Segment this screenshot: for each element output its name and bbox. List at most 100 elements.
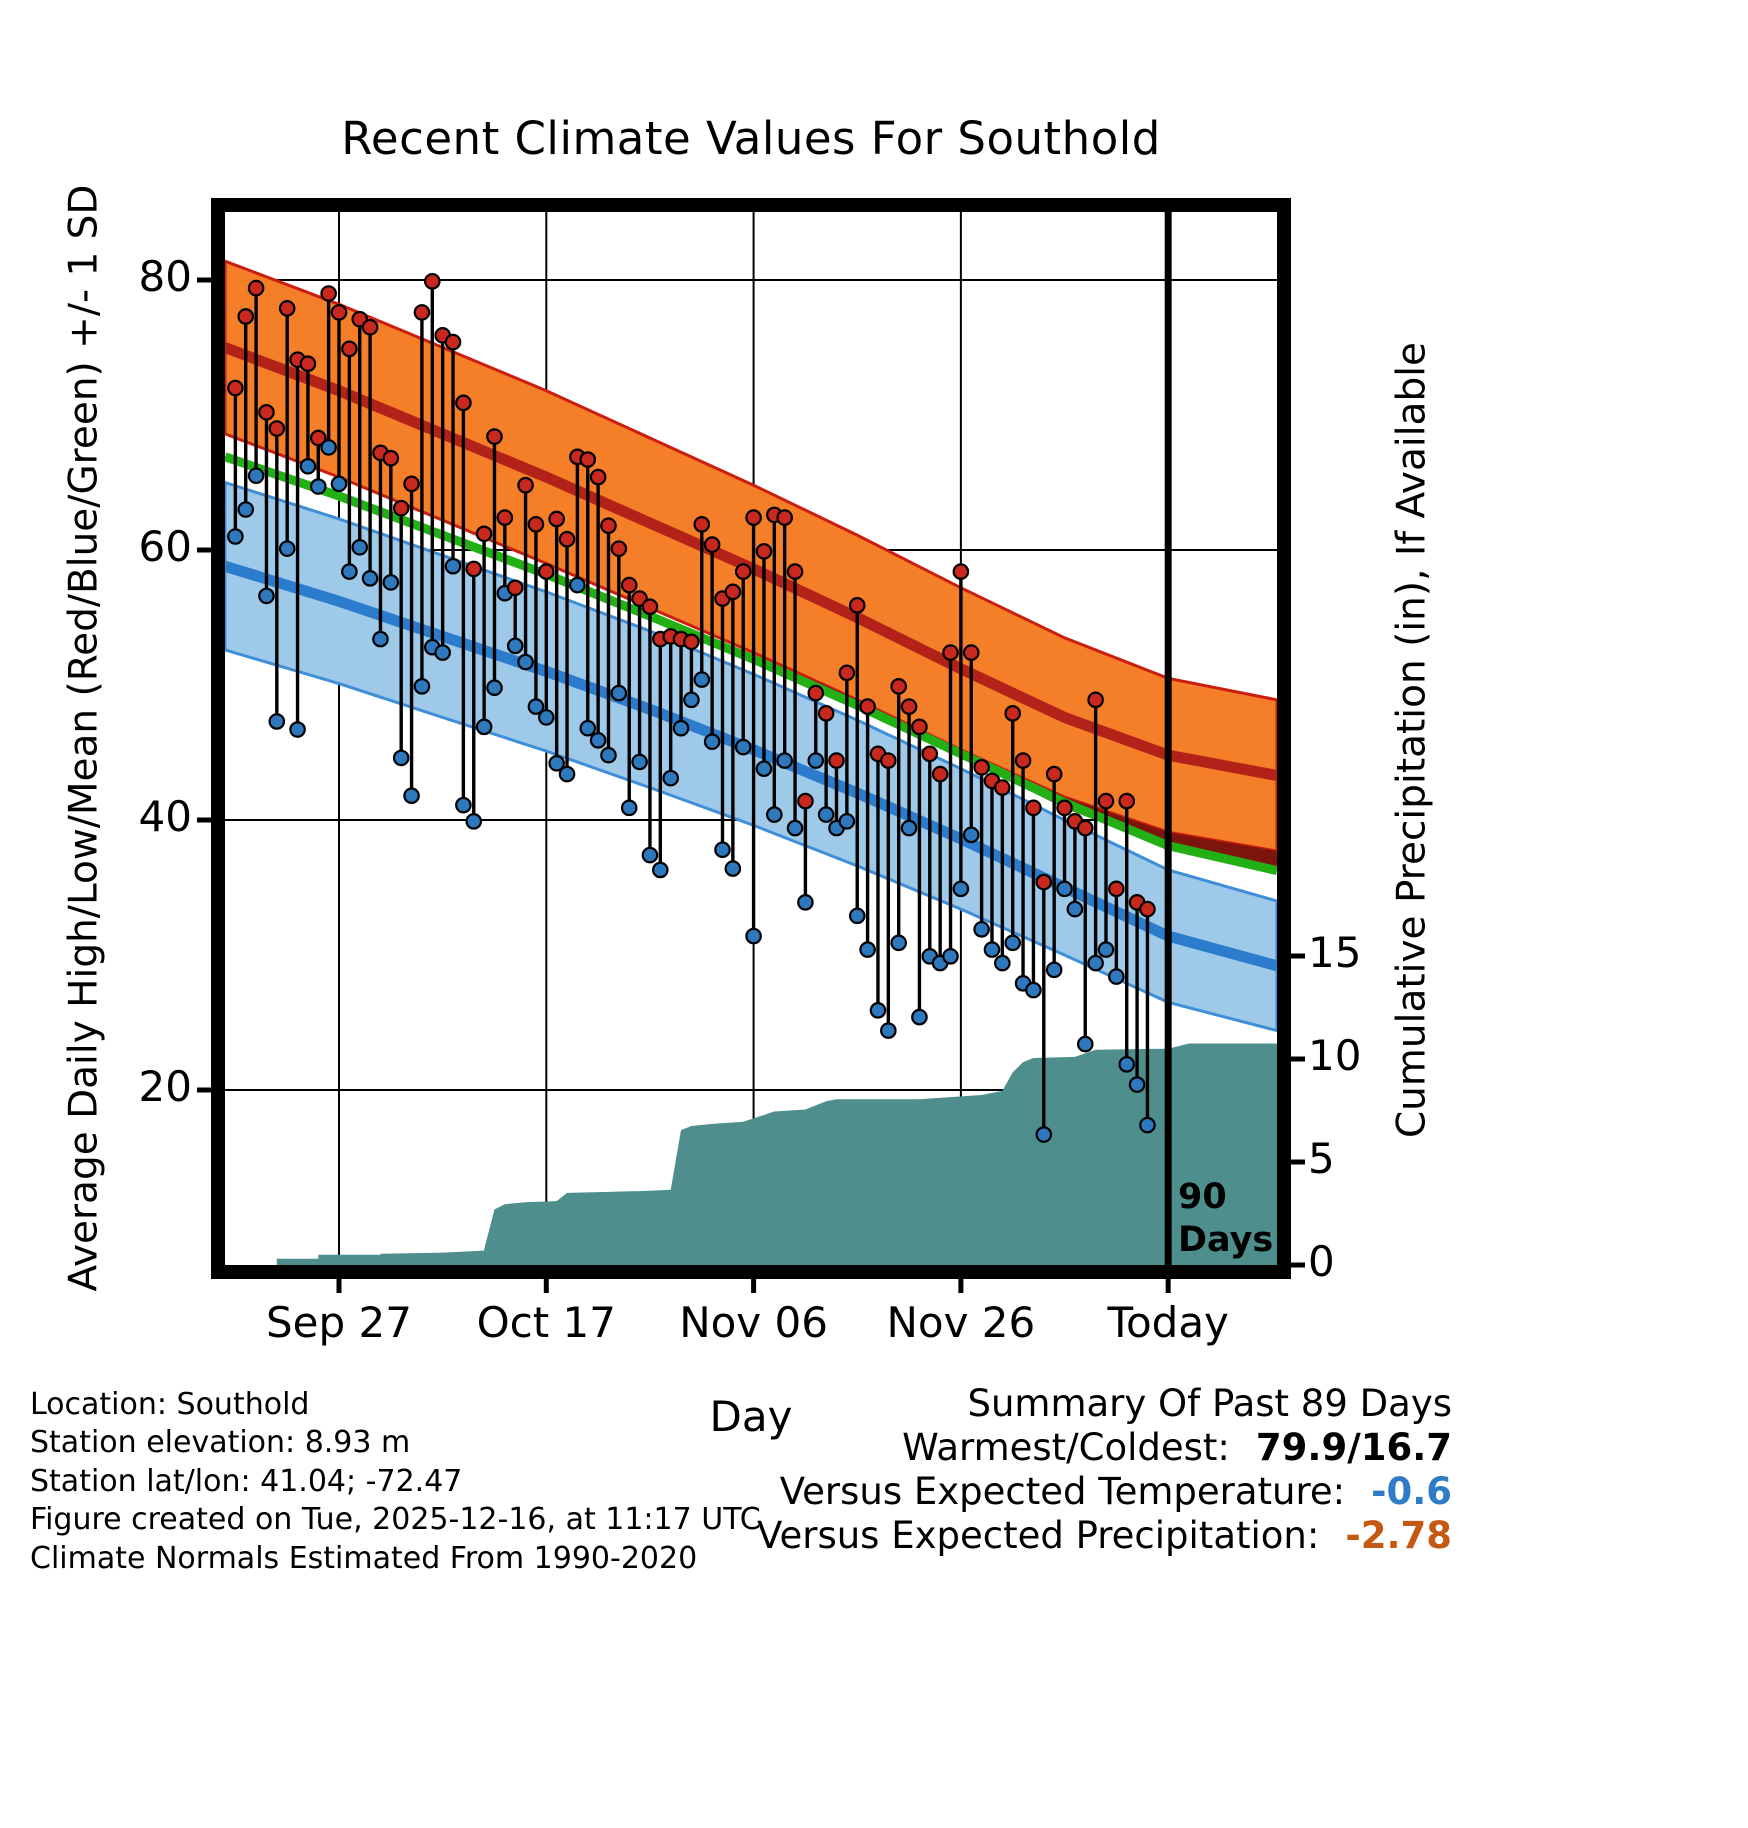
daily-low-dot bbox=[683, 691, 700, 709]
daily-low-dot bbox=[983, 941, 1001, 958]
daily-low-dot bbox=[838, 813, 856, 830]
station-location: Location: Southold bbox=[30, 1387, 310, 1422]
daily-high-dot bbox=[776, 509, 793, 526]
daily-low-dot bbox=[776, 752, 793, 769]
daily-low-dot bbox=[869, 1002, 887, 1019]
daily-low-dot bbox=[278, 540, 296, 557]
daily-high-dot bbox=[538, 563, 555, 580]
daily-low-dot bbox=[797, 894, 814, 911]
normals-source: Climate Normals Estimated From 1990-2020 bbox=[30, 1540, 698, 1576]
daily-high-dot bbox=[237, 308, 255, 325]
y-right-tick-label: 10 bbox=[1308, 1031, 1362, 1080]
daily-high-dot bbox=[859, 698, 876, 715]
summary-title: Summary Of Past 89 Days bbox=[967, 1382, 1452, 1425]
y-axis-left-label: Average Daily High/Low/Mean (Red/Blue/Gr… bbox=[61, 184, 107, 1292]
y-left-tick-label: 20 bbox=[138, 1062, 192, 1111]
y-left-tick-label: 60 bbox=[138, 522, 192, 571]
daily-low-dot bbox=[672, 719, 690, 737]
daily-high-dot bbox=[258, 403, 275, 421]
y-left-tick-label: 40 bbox=[138, 792, 192, 841]
daily-high-dot bbox=[734, 563, 752, 580]
station-info: Location: Southold Station elevation: 8.… bbox=[30, 1386, 761, 1578]
x-tick-label: Sep 27 bbox=[266, 1298, 412, 1347]
daily-low-dot bbox=[361, 570, 379, 587]
daily-high-dot bbox=[900, 698, 918, 715]
daily-low-dot bbox=[465, 813, 483, 830]
daily-high-dot bbox=[227, 379, 244, 397]
daily-low-dot bbox=[1087, 954, 1104, 972]
daily-high-dot bbox=[309, 429, 327, 447]
daily-low-dot bbox=[848, 907, 866, 925]
daily-high-dot bbox=[828, 752, 845, 769]
daily-low-dot bbox=[859, 941, 876, 958]
daily-low-dot bbox=[517, 653, 534, 671]
daily-high-dot bbox=[506, 579, 524, 597]
daily-low-dot bbox=[1108, 968, 1125, 985]
daily-high-dot bbox=[1097, 792, 1115, 810]
daily-high-dot bbox=[1004, 705, 1022, 722]
daily-low-dot bbox=[631, 753, 648, 771]
daily-low-dot bbox=[766, 806, 783, 823]
daily-low-dot bbox=[382, 574, 400, 591]
daily-low-dot bbox=[755, 760, 773, 777]
summary-panel: Summary Of Past 89 Days Warmest/Coldest:… bbox=[757, 1382, 1452, 1558]
daily-high-dot bbox=[1025, 799, 1042, 817]
summary-vs-temp-label: Versus Expected Temperature: bbox=[779, 1470, 1346, 1514]
station-latlon: Station lat/lon: 41.04; -72.47 bbox=[30, 1463, 463, 1499]
daily-high-dot bbox=[1139, 900, 1156, 918]
daily-high-dot bbox=[486, 428, 503, 445]
daily-high-dot bbox=[641, 598, 659, 615]
daily-low-dot bbox=[994, 954, 1011, 972]
daily-high-dot bbox=[403, 475, 420, 493]
daily-low-dot bbox=[330, 475, 348, 493]
daily-low-dot bbox=[652, 861, 669, 879]
daily-high-dot bbox=[890, 678, 907, 695]
daily-low-dot bbox=[1097, 941, 1115, 958]
daily-low-dot bbox=[807, 752, 825, 769]
daily-low-dot bbox=[475, 718, 493, 736]
daily-low-dot bbox=[1045, 961, 1063, 979]
ninety-days-line1: 90 bbox=[1178, 1177, 1227, 1217]
chart-title: Recent Climate Values For Southold bbox=[341, 112, 1161, 165]
daily-low-dot bbox=[662, 769, 679, 787]
daily-high-dot bbox=[962, 644, 980, 661]
daily-high-dot bbox=[548, 510, 565, 528]
ninety-days-annotation: 90 Days bbox=[1178, 1176, 1273, 1261]
daily-low-dot bbox=[247, 467, 265, 485]
daily-low-dot bbox=[413, 678, 431, 695]
x-axis-label: Day bbox=[709, 1392, 793, 1441]
daily-high-dot bbox=[558, 530, 576, 548]
daily-low-dot bbox=[320, 439, 337, 456]
station-elevation: Station elevation: 8.93 m bbox=[30, 1425, 411, 1461]
daily-low-dot bbox=[952, 880, 970, 898]
ninety-days-line2: Days bbox=[1178, 1219, 1274, 1260]
daily-high-dot bbox=[465, 560, 483, 578]
daily-low-dot bbox=[641, 846, 659, 864]
x-tick-label: Oct 17 bbox=[476, 1298, 616, 1347]
daily-high-dot bbox=[299, 355, 317, 372]
daily-high-dot bbox=[693, 516, 711, 533]
daily-low-dot bbox=[1025, 981, 1042, 999]
summary-vs-precip-row: Versus Expected Precipitation: -2.78 bbox=[757, 1514, 1452, 1558]
daily-high-dot bbox=[330, 304, 348, 321]
daily-high-dot bbox=[848, 597, 866, 614]
daily-high-dot bbox=[838, 664, 856, 682]
daily-low-dot bbox=[538, 709, 555, 726]
daily-low-dot bbox=[786, 819, 804, 837]
summary-vs-precip-value: -2.78 bbox=[1345, 1514, 1452, 1558]
daily-low-dot bbox=[817, 806, 835, 823]
daily-low-dot bbox=[693, 671, 711, 688]
summary-vs-temp-value: -0.6 bbox=[1371, 1470, 1452, 1514]
y-right-tick-label: 0 bbox=[1308, 1237, 1335, 1286]
daily-low-dot bbox=[589, 732, 607, 749]
daily-low-dot bbox=[569, 576, 586, 594]
daily-low-dot bbox=[911, 1008, 928, 1026]
summary-vs-temp-row: Versus Expected Temperature: -0.6 bbox=[757, 1470, 1452, 1514]
daily-high-dot bbox=[527, 516, 545, 533]
daily-high-dot bbox=[247, 279, 265, 297]
daily-low-dot bbox=[1056, 880, 1073, 898]
daily-high-dot bbox=[703, 536, 721, 553]
daily-low-dot bbox=[880, 1022, 897, 1039]
daily-low-dot bbox=[724, 860, 742, 877]
